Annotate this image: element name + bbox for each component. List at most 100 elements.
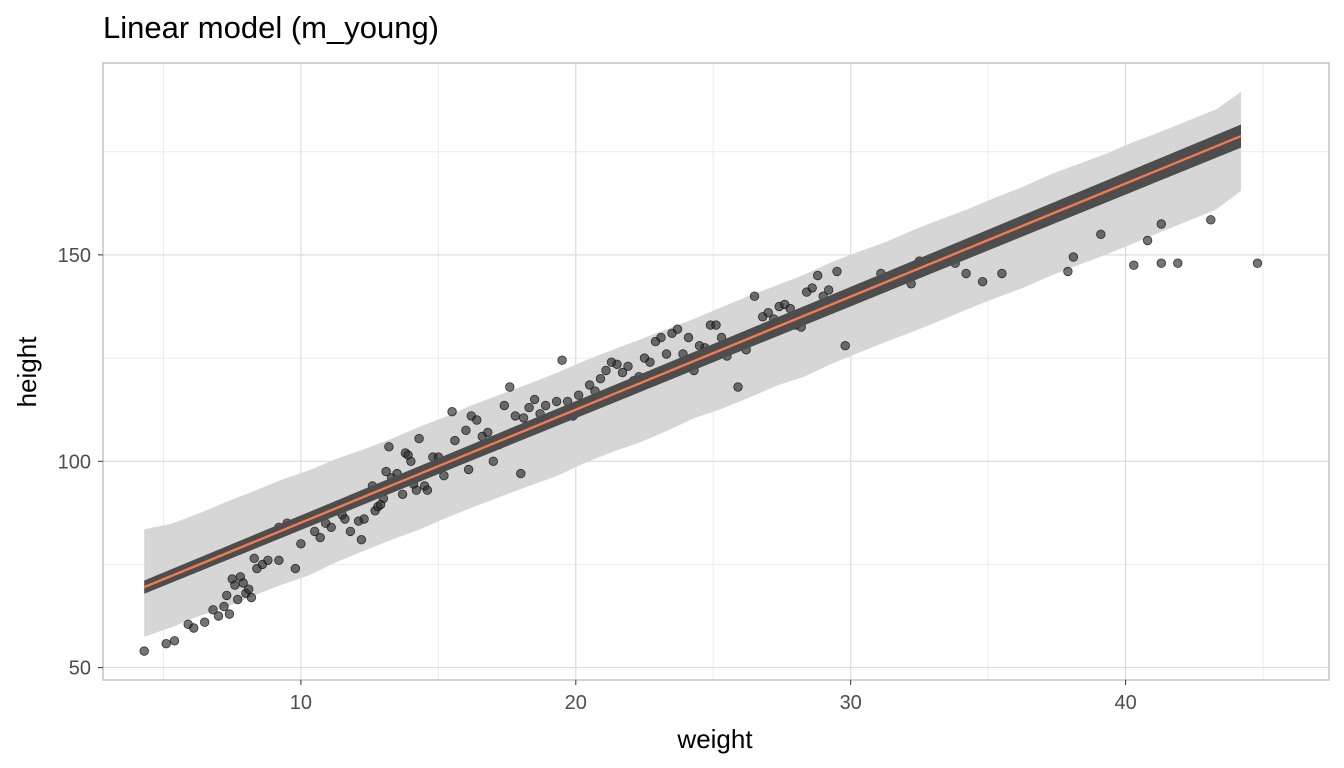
data-point: [813, 270, 823, 281]
data-point: [961, 268, 971, 279]
chart-title: Linear model (m_young): [103, 10, 440, 45]
data-point: [824, 285, 834, 295]
data-point: [524, 402, 534, 413]
data-point: [977, 277, 988, 287]
data-point: [463, 464, 474, 475]
data-point: [232, 594, 243, 605]
y-axis-title: height: [12, 336, 42, 408]
data-point: [246, 592, 257, 603]
data-point: [213, 611, 224, 621]
data-point: [447, 407, 457, 417]
data-point: [557, 355, 567, 365]
data-point: [505, 382, 515, 392]
data-point: [290, 563, 301, 574]
data-point: [612, 359, 622, 370]
data-point: [472, 415, 482, 425]
x-tick-label: 20: [565, 692, 587, 714]
data-point: [1252, 258, 1263, 268]
data-point: [230, 580, 240, 590]
fit-line: [143, 134, 1242, 589]
x-axis-ticks: 10 20 30 40: [290, 680, 1137, 714]
data-point: [161, 639, 171, 649]
data-point: [243, 584, 254, 594]
data-point: [601, 365, 611, 376]
data-point: [296, 539, 306, 549]
data-point: [1096, 229, 1106, 240]
data-point: [573, 390, 584, 400]
panel-border: [102, 62, 1330, 681]
data-point: [356, 535, 367, 545]
data-point: [381, 466, 391, 477]
data-point: [224, 609, 235, 619]
data-point: [249, 553, 259, 564]
data-point: [656, 332, 666, 343]
y-tick-label: 100: [58, 451, 91, 473]
data-point: [208, 605, 218, 615]
data-point: [384, 442, 394, 452]
y-tick-label: 150: [58, 245, 91, 267]
data-point: [617, 367, 628, 378]
y-axis-ticks: 50 100 150: [58, 245, 103, 680]
data-point: [310, 526, 320, 537]
data-point: [529, 394, 540, 405]
data-point: [326, 522, 336, 533]
data-point: [397, 489, 408, 500]
data-point: [219, 601, 229, 612]
data-point: [340, 514, 350, 524]
data-point: [274, 555, 284, 566]
data-point: [1156, 258, 1167, 268]
data-point: [188, 623, 199, 633]
data-point: [1156, 219, 1167, 229]
data-point: [1129, 260, 1139, 270]
confidence-interval-band: [144, 124, 1242, 594]
data-point: [1068, 252, 1079, 262]
data-point: [422, 485, 433, 495]
data-point: [672, 324, 683, 334]
data-point: [832, 266, 842, 277]
data-point: [1206, 215, 1216, 225]
data-point: [1142, 235, 1153, 246]
data-point: [199, 617, 210, 627]
data-point: [551, 396, 562, 407]
data-point: [516, 468, 526, 479]
data-point: [749, 291, 760, 301]
data-point: [488, 456, 499, 467]
y-tick-label: 50: [69, 658, 91, 680]
data-point: [840, 341, 850, 351]
data-point: [345, 526, 356, 537]
x-tick-label: 30: [840, 692, 862, 714]
x-tick-label: 40: [1114, 692, 1136, 714]
data-point: [315, 532, 325, 543]
data-point: [483, 427, 493, 438]
data-point: [499, 400, 510, 411]
data-point: [510, 411, 521, 421]
data-point: [595, 374, 606, 384]
data-point: [1063, 266, 1073, 277]
fit-line-group: [143, 124, 1242, 594]
data-point: [139, 646, 149, 656]
data-point: [518, 413, 529, 423]
data-point: [645, 357, 655, 367]
data-point: [359, 514, 369, 524]
data-point: [623, 361, 633, 372]
data-point: [238, 578, 248, 588]
data-point: [450, 435, 460, 446]
data-point: [169, 636, 180, 646]
x-axis-title: weight: [676, 724, 753, 754]
data-points: [139, 215, 1263, 656]
data-point: [263, 555, 273, 566]
data-point: [763, 308, 773, 318]
data-point: [1173, 258, 1183, 268]
data-point: [711, 320, 721, 330]
data-point: [733, 382, 743, 392]
data-point: [414, 433, 424, 444]
data-point: [584, 380, 595, 390]
data-point: [406, 456, 416, 467]
data-point: [661, 349, 672, 359]
data-point: [997, 268, 1007, 279]
data-point: [461, 425, 471, 436]
data-point: [807, 283, 817, 293]
x-tick-label: 10: [290, 692, 312, 714]
data-point: [411, 485, 422, 495]
